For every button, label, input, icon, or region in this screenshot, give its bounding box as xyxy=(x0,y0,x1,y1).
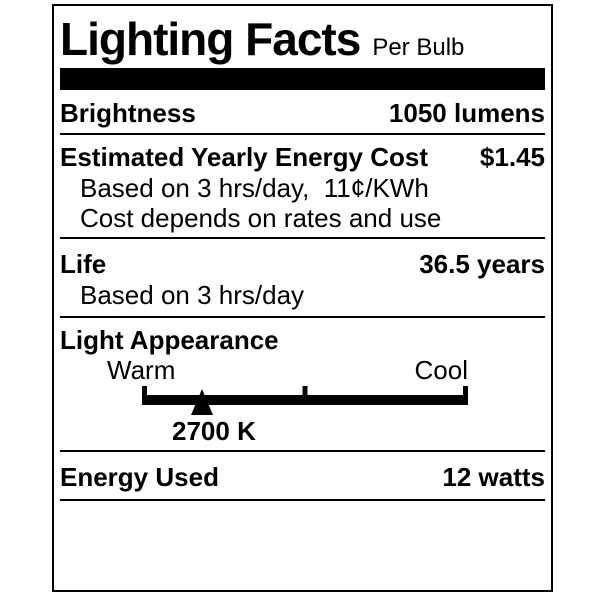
life-section: Life 36.5 years Based on 3 hrs/day xyxy=(60,239,545,318)
energy-used-value: 12 watts xyxy=(442,462,545,492)
light-appearance-section: Light Appearance Warm Cool 2700 K xyxy=(60,318,545,452)
energy-used-label: Energy Used xyxy=(60,462,219,492)
life-row: Life 36.5 years xyxy=(60,248,545,280)
energy-cost-note-basis: Based on 3 hrs/day, 11¢/KWh xyxy=(80,173,429,203)
life-note-basis: Based on 3 hrs/day xyxy=(80,280,305,310)
scale-warm-label: Warm xyxy=(107,355,176,385)
energy-cost-section: Estimated Yearly Energy Cost $1.45 Based… xyxy=(60,135,545,239)
life-value: 36.5 years xyxy=(419,249,545,279)
scale-marker-triangle-icon xyxy=(190,389,213,415)
lighting-facts-label: Lighting Facts Per Bulb Brightness 1050 … xyxy=(52,4,553,592)
label-subtitle: Per Bulb xyxy=(372,34,465,61)
brightness-value: 1050 lumens xyxy=(388,98,545,128)
label-header: Lighting Facts Per Bulb xyxy=(60,6,545,64)
scale-bar xyxy=(142,395,468,405)
color-temperature-scale xyxy=(142,386,468,416)
energy-cost-label: Estimated Yearly Energy Cost xyxy=(60,142,429,172)
life-label: Life xyxy=(60,249,107,279)
energy-cost-note-disclaimer: Cost depends on rates and use xyxy=(80,203,442,233)
scale-cool-label: Cool xyxy=(414,355,468,385)
energy-used-row: Energy Used 12 watts xyxy=(60,452,545,501)
scale-end-labels: Warm Cool xyxy=(107,356,468,384)
energy-cost-row: Estimated Yearly Energy Cost $1.45 xyxy=(60,141,545,173)
label-title: Lighting Facts xyxy=(60,13,361,65)
color-temperature-value: 2700 K xyxy=(172,416,256,446)
brightness-row: Brightness 1050 lumens xyxy=(60,90,545,135)
energy-cost-value: $1.45 xyxy=(479,142,545,172)
brightness-label: Brightness xyxy=(60,98,196,128)
header-separator-bar xyxy=(60,68,545,90)
light-appearance-label: Light Appearance xyxy=(60,325,279,355)
